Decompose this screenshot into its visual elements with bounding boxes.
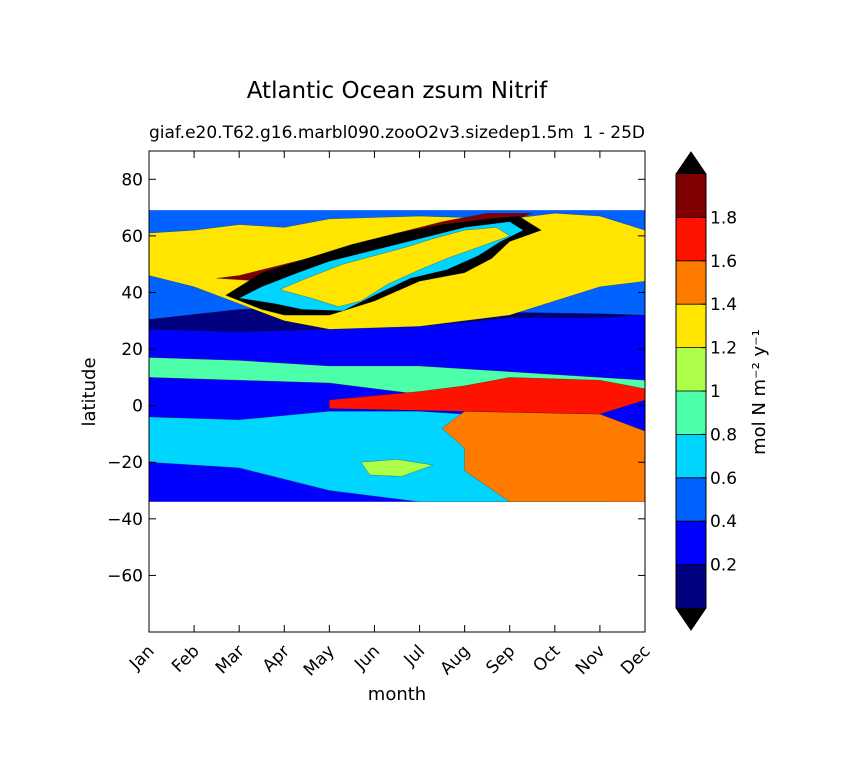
x-tick-label: Dec: [617, 641, 654, 678]
contour-region-1p1: [360, 459, 434, 477]
y-tick-label: 40: [121, 283, 143, 303]
colorbar-tick-label: 1.4: [710, 295, 737, 315]
colorbar-label: mol N m⁻² y⁻¹: [749, 329, 770, 455]
plot-area: Jan Feb Mar Apr May Jun Jul Aug Sep Oct Nov Dec 80 6…: [107, 150, 655, 680]
x-tick-label: Nov: [572, 641, 610, 679]
x-tick-label: May: [300, 641, 339, 680]
x-tick-label: Jan: [125, 641, 158, 674]
x-tick-label: Oct: [529, 641, 564, 676]
colorbar-tick-label: 1.6: [710, 252, 737, 272]
colorbar-segment: [676, 434, 706, 478]
colorbar-extend-max: [676, 152, 706, 174]
colorbar-tick-label: 1.2: [710, 339, 737, 359]
y-tick-label: 60: [121, 227, 143, 247]
colorbar: 0.2 0.4 0.6 0.8 1 1.2 1.4 1.6 1.8: [675, 151, 737, 631]
contour-region-1p7: [329, 377, 645, 415]
colorbar-segment: [676, 477, 706, 522]
colorbar-segment: [676, 217, 706, 261]
y-axis-label: latitude: [79, 357, 100, 426]
colorbar-tick-label: 0.2: [710, 556, 737, 576]
colorbar-tick-label: 0.6: [710, 469, 737, 489]
x-tick-label: Jun: [350, 641, 384, 675]
x-tick-label: Apr: [259, 641, 294, 676]
colorbar-segment: [676, 260, 706, 305]
colorbar-extend-min: [676, 608, 706, 630]
y-tick-label: −40: [107, 510, 143, 530]
chart-subtitle-period: 1 - 25D: [583, 123, 645, 143]
contour-region-1p5: [441, 411, 645, 502]
colorbar-outline: [675, 151, 707, 631]
colorbar-segment: [676, 391, 706, 435]
contour-region-1p3: [279, 227, 511, 307]
y-tick-label: 20: [121, 340, 143, 360]
colorbar-tick-label: 1: [710, 382, 721, 402]
y-axis: 80 60 40 20 0 −20 −40 −60: [107, 170, 645, 586]
colorbar-tick-label: 0.4: [710, 512, 737, 532]
y-tick-label: 80: [121, 170, 143, 190]
colorbar-segment: [676, 174, 706, 218]
x-tick-label: Aug: [437, 641, 475, 679]
colorbar-segment: [676, 304, 706, 348]
contour-field: [149, 210, 645, 502]
colorbar-tick-label: 1.8: [710, 208, 737, 228]
chart-subtitle-run: giaf.e20.T62.g16.marbl090.zooO2v3.sizede…: [149, 123, 574, 143]
chart-title: Atlantic Ocean zsum Nitrif: [247, 78, 548, 104]
x-axis-label: month: [368, 684, 426, 705]
y-tick-label: −20: [107, 453, 143, 473]
x-tick-label: Sep: [482, 641, 519, 678]
colorbar-segment: [676, 347, 706, 391]
y-tick-label: −60: [107, 566, 143, 586]
colorbar-segment: [676, 521, 706, 565]
colorbar-tick-label: 0.8: [710, 425, 737, 445]
x-tick-label: Mar: [212, 641, 249, 678]
x-tick-label: Feb: [168, 641, 203, 676]
plot-frame: [148, 150, 646, 633]
x-tick-label: Jul: [400, 641, 429, 670]
y-tick-label: 0: [132, 397, 143, 417]
colorbar-segment: [676, 564, 706, 608]
